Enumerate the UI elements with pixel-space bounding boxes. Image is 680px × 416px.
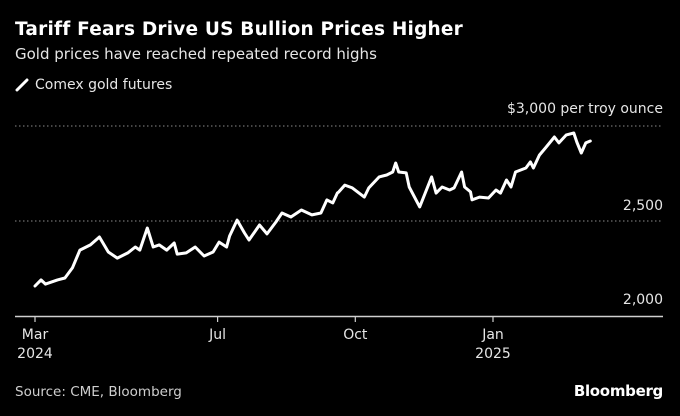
x-tick-label-mar: Mar 2024 xyxy=(17,327,53,362)
bloomberg-logo: Bloomberg xyxy=(573,382,663,400)
x-tick-label-oct: Oct xyxy=(343,327,368,343)
x-tick-label-jul: Jul xyxy=(209,327,227,343)
chart-title: Tariff Fears Drive US Bullion Prices Hig… xyxy=(15,19,463,40)
y-tick-label-3000: $3,000 per troy ounce xyxy=(506,101,663,117)
legend: Comex gold futures xyxy=(15,77,172,93)
y-tick-label-2500: 2,500 xyxy=(622,198,663,214)
x-tick-label-jan: Jan 2025 xyxy=(475,327,511,362)
source-note: Source: CME, Bloomberg xyxy=(15,384,182,400)
legend-label: Comex gold futures xyxy=(35,77,173,93)
series-line-comex-gold-futures xyxy=(33,131,592,288)
legend-line-icon xyxy=(15,78,29,92)
y-tick-label-2000: 2,000 xyxy=(622,292,663,308)
chart-subtitle: Gold prices have reached repeated record… xyxy=(15,45,377,63)
